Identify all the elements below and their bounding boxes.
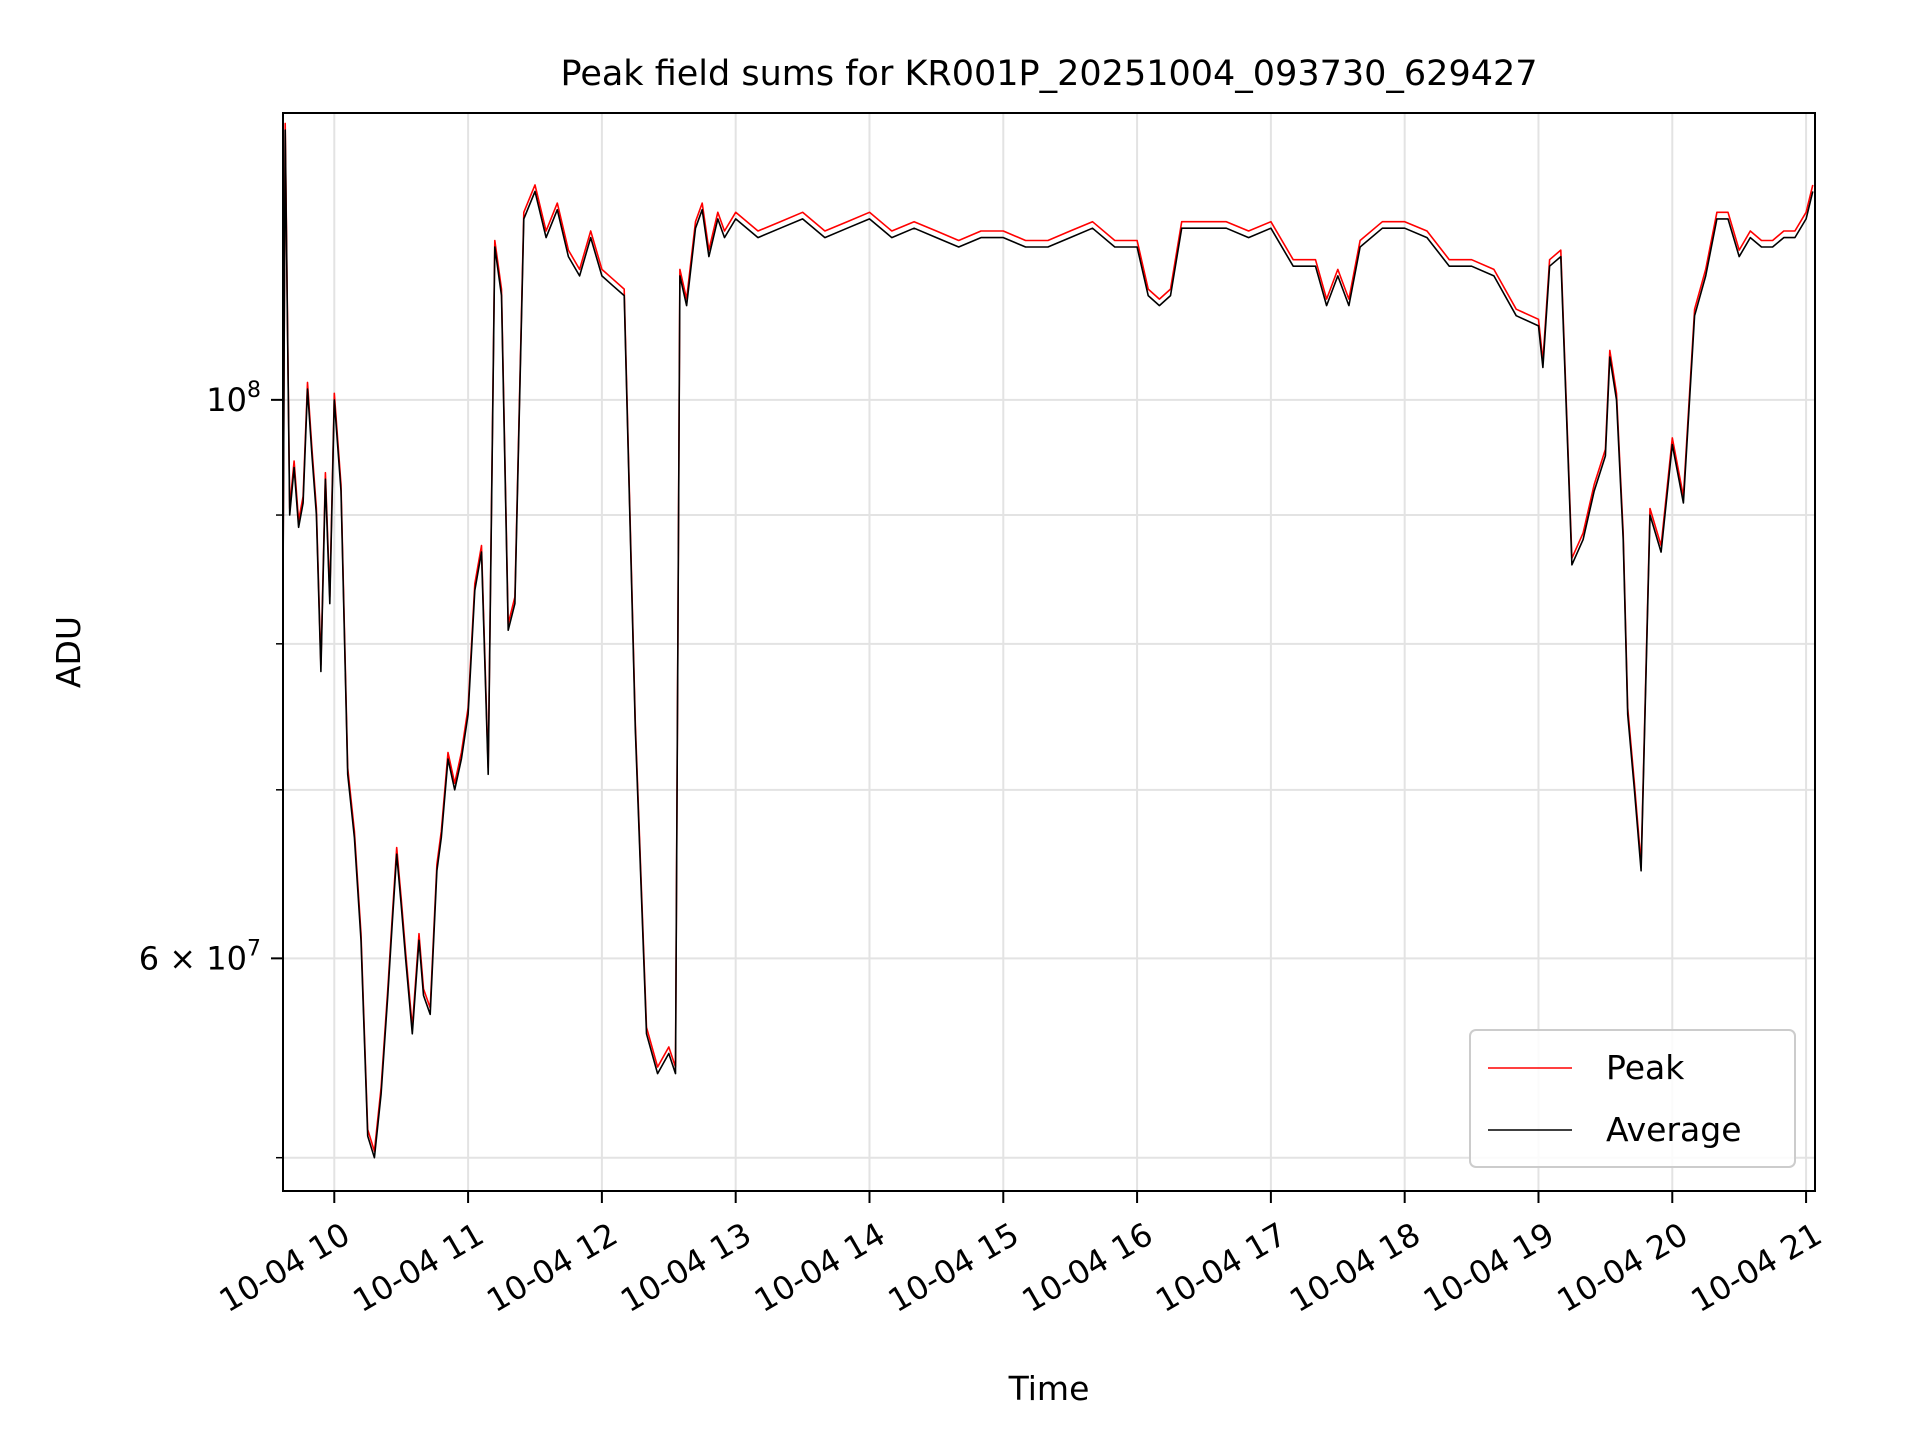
x-axis-label: Time bbox=[1008, 1369, 1090, 1408]
legend-box bbox=[1469, 1029, 1796, 1168]
y-tick-label: 108 bbox=[206, 378, 261, 419]
series-line-average bbox=[282, 129, 1814, 1159]
y-tick-label: 6 × 107 bbox=[139, 936, 261, 977]
legend-label-peak: Peak bbox=[1606, 1048, 1685, 1087]
y-axis: 108 6 × 107 bbox=[139, 378, 283, 1159]
chart-title: Peak field sums for KR001P_20251004_0937… bbox=[560, 54, 1537, 94]
grid bbox=[283, 113, 1815, 1191]
legend-label-average: Average bbox=[1606, 1110, 1742, 1149]
legend: Peak Average bbox=[1469, 1029, 1796, 1168]
y-axis-label: ADU bbox=[49, 616, 88, 688]
series-lines bbox=[282, 122, 1814, 1159]
plot-frame bbox=[282, 112, 1816, 1192]
